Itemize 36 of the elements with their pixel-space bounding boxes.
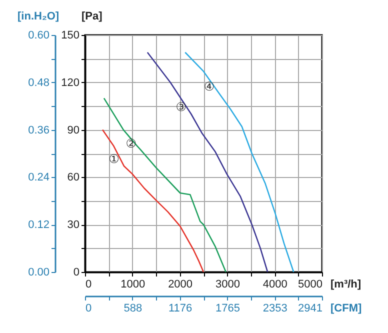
y-tick-label: 150 [61,30,80,42]
x-tick-label: 5000 [298,278,322,290]
line-series [103,98,227,273]
line-series [102,129,204,273]
x-axis-title: [m³/h] [330,278,362,290]
x-tick-label: 3000 [215,278,240,290]
x-tick-label: 4000 [262,278,288,290]
y-tick-label: 0 [73,266,80,278]
y-tick-label: 90 [67,124,80,136]
x-tick-label: 1000 [120,278,146,290]
y2-tick-label: 0.48 [28,76,50,89]
x-tick-label: 0 [86,278,92,290]
x-tick-label: 2000 [168,278,193,290]
y2-tick-label: 0.12 [28,219,50,232]
x2-tick-label: 1176 [168,302,192,314]
y2-tick-label: 0.60 [28,30,50,42]
x2-tick-label: 588 [124,302,142,314]
x2-tick-label: 1765 [215,302,240,314]
y-tick-label: 30 [67,219,80,232]
x2-tick-label: 2353 [262,302,288,314]
y2-tick-label: 0.24 [28,172,50,184]
y-tick-label: 60 [67,172,80,184]
x2-axis-title: [CFM] [330,302,362,314]
annotation: ① [108,152,120,166]
annotation: ② [126,136,136,150]
y2-tick-label: 0.36 [28,124,50,136]
y-axis-title: [Pa] [82,10,103,22]
x2-tick-label: 2941 [298,302,322,314]
x2-tick-label: 0 [86,302,92,314]
y2-tick-label: 0.00 [28,266,50,278]
line-series [146,52,268,273]
y2-axis-title: [in.H₂O] [18,10,60,22]
line-series [184,52,294,273]
y-tick-label: 120 [61,76,80,89]
annotation: ③ [176,100,187,114]
annotation: ④ [204,79,215,94]
